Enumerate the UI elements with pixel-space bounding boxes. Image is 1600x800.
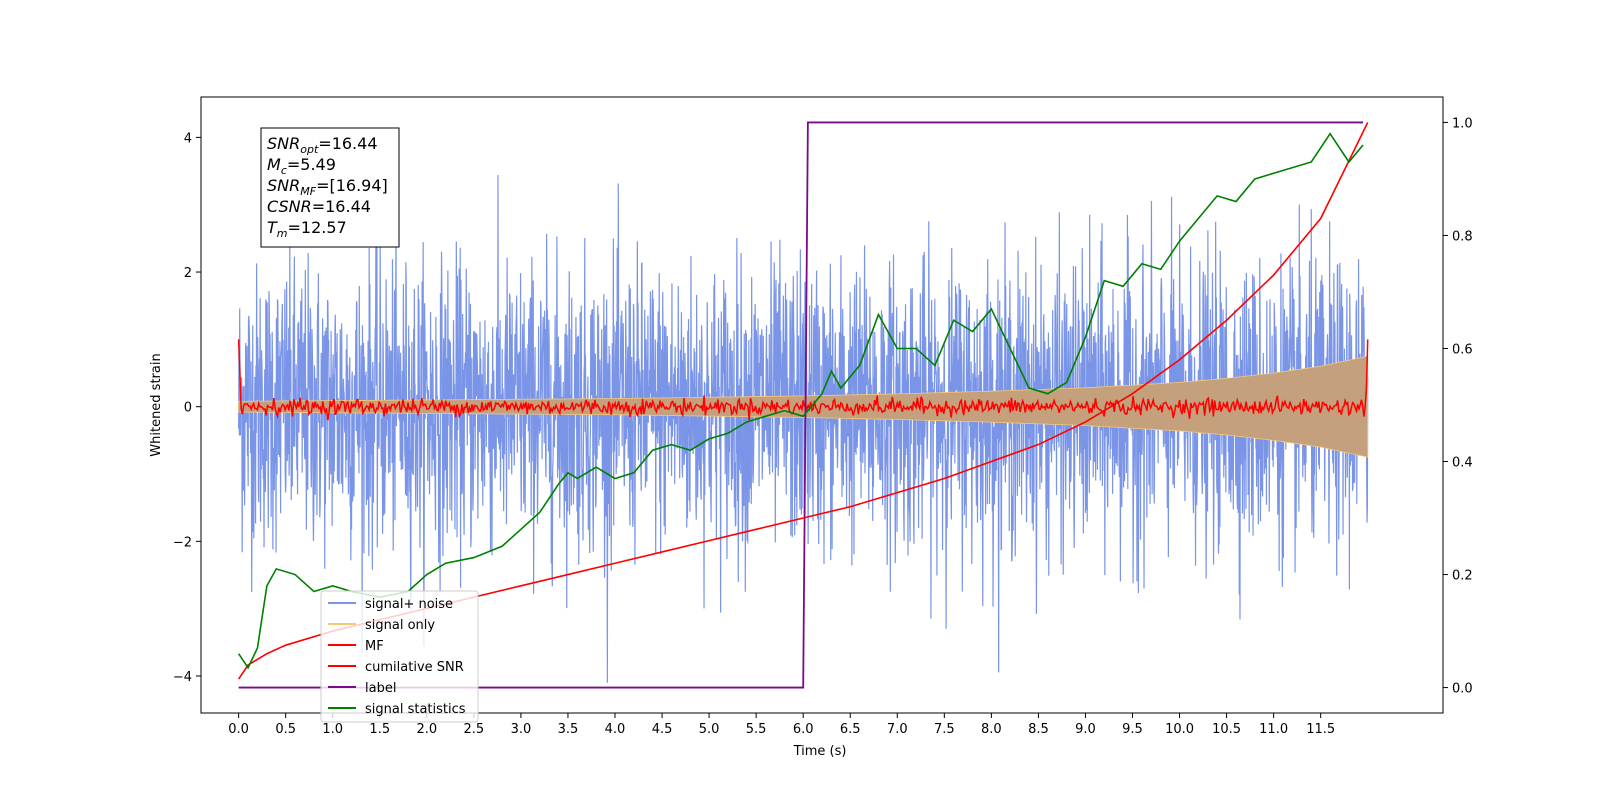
legend: signal+ noise signal only MF cumilative SNR… bbox=[320, 590, 479, 723]
y-tick-label: 2 bbox=[184, 266, 192, 281]
plot-frame bbox=[200, 96, 1444, 714]
series-label bbox=[238, 121, 1364, 689]
x-tick-label: 0.0 bbox=[228, 722, 249, 737]
info-line: SNRMF=[16.94] bbox=[267, 176, 388, 198]
x-tick-label: 9.5 bbox=[1122, 722, 1143, 737]
info-line: Mc=5.49 bbox=[267, 155, 336, 177]
y-tick-label: 0 bbox=[184, 401, 192, 416]
series-signal-statistics bbox=[237, 132, 1364, 670]
x-tick-label: 7.0 bbox=[887, 722, 908, 737]
legend-entry-label: signal+ noise bbox=[365, 597, 453, 612]
legend-entry-label: MF bbox=[365, 639, 384, 654]
legend-entry-label: cumilative SNR bbox=[365, 660, 464, 675]
x-tick-label: 8.5 bbox=[1028, 722, 1049, 737]
series-mf bbox=[237, 339, 1369, 421]
x-axis: 0.0 0.5 1.0 1.5 2.0 2.5 3.0 3.5 4.0 4.5 5.0 5.5 6.0 6… bbox=[228, 713, 1335, 737]
x-tick-label: 3.5 bbox=[558, 722, 579, 737]
legend-entry-label: signal statistics bbox=[365, 702, 466, 717]
x-tick-label: 8.0 bbox=[981, 722, 1002, 737]
y2-tick-label: 1.0 bbox=[1452, 116, 1473, 131]
info-box-frame bbox=[260, 127, 400, 248]
y2-tick-label: 0.4 bbox=[1452, 456, 1473, 471]
x-tick-label: 7.5 bbox=[934, 722, 955, 737]
x-tick-label: 1.0 bbox=[322, 722, 343, 737]
y2-tick-label: 0.8 bbox=[1452, 229, 1473, 244]
y-tick-label: −2 bbox=[173, 535, 192, 550]
x-tick-label: 6.0 bbox=[793, 722, 814, 737]
legend-entry-label: label bbox=[365, 681, 396, 696]
y-tick-label: −4 bbox=[173, 670, 192, 685]
info-box: SNRopt=16.44Mc=5.49SNRMF=[16.94]CSNR=16.… bbox=[260, 127, 400, 248]
x-tick-label: 9.0 bbox=[1075, 722, 1096, 737]
y-axis-label: Whitened strain bbox=[149, 353, 164, 456]
x-tick-label: 2.0 bbox=[416, 722, 437, 737]
x-tick-label: 3.0 bbox=[511, 722, 532, 737]
x-tick-label: 4.5 bbox=[652, 722, 673, 737]
x-tick-label: 4.0 bbox=[605, 722, 626, 737]
info-line: Tm=12.57 bbox=[267, 218, 347, 240]
x-tick-label: 1.5 bbox=[369, 722, 390, 737]
y2-tick-label: 0.6 bbox=[1452, 342, 1473, 357]
x-tick-label: 6.5 bbox=[840, 722, 861, 737]
x-tick-label: 11.5 bbox=[1306, 722, 1335, 737]
x-axis-label: Time (s) bbox=[793, 744, 847, 759]
y-tick-label: 4 bbox=[184, 131, 192, 146]
y2-tick-label: 0.0 bbox=[1452, 682, 1473, 697]
y-axis-left: −4 −2 0 2 4 bbox=[173, 131, 201, 685]
y2-tick-label: 0.2 bbox=[1452, 569, 1473, 584]
x-tick-label: 2.5 bbox=[464, 722, 485, 737]
legend-entry-label: signal only bbox=[365, 618, 435, 633]
info-line: SNRopt=16.44 bbox=[267, 134, 378, 156]
series-signal-noise bbox=[238, 175, 1369, 683]
x-tick-label: 10.5 bbox=[1212, 722, 1241, 737]
x-tick-label: 11.0 bbox=[1259, 722, 1288, 737]
x-tick-label: 0.5 bbox=[275, 722, 296, 737]
x-tick-label: 10.0 bbox=[1165, 722, 1194, 737]
x-tick-label: 5.0 bbox=[699, 722, 720, 737]
info-line: CSNR=16.44 bbox=[267, 197, 371, 216]
x-tick-label: 5.5 bbox=[746, 722, 767, 737]
legend-frame bbox=[320, 590, 479, 723]
y-axis-right: 0.0 0.2 0.4 0.6 0.8 1.0 bbox=[1443, 116, 1473, 697]
